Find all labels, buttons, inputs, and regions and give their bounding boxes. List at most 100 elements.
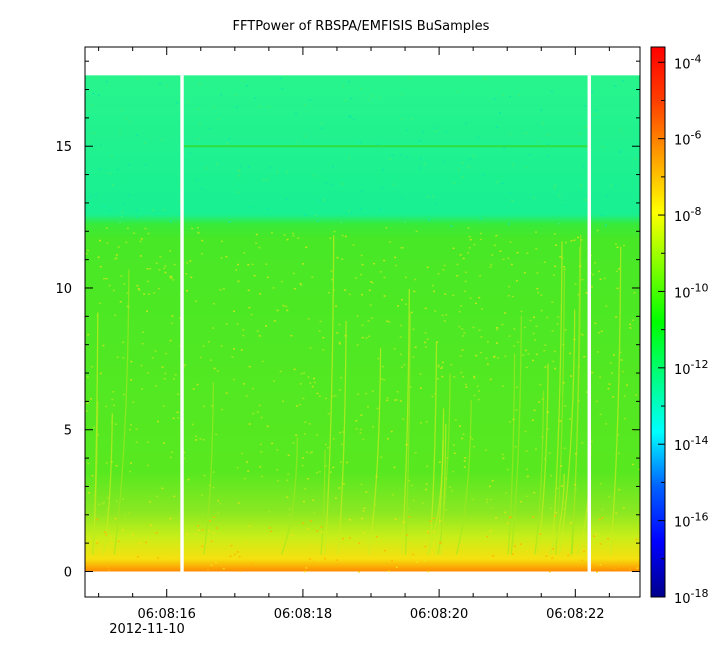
noise-dot bbox=[335, 305, 337, 307]
noise-dot bbox=[273, 380, 276, 382]
noise-dot bbox=[608, 383, 611, 385]
noise-dot bbox=[352, 118, 355, 121]
noise-dot bbox=[172, 378, 175, 380]
noise-dot bbox=[248, 525, 251, 528]
noise-dot bbox=[341, 258, 344, 260]
noise-dot bbox=[457, 169, 460, 171]
noise-dot bbox=[140, 255, 142, 257]
noise-dot bbox=[541, 436, 544, 438]
x-tick-label: 06:08:16 bbox=[138, 607, 196, 622]
noise-dot bbox=[159, 255, 162, 258]
noise-dot bbox=[562, 343, 565, 346]
whistler-streak bbox=[92, 312, 99, 555]
noise-dot bbox=[424, 332, 427, 334]
noise-dot bbox=[213, 302, 215, 305]
noise-dot bbox=[550, 474, 552, 477]
noise-dot bbox=[293, 288, 296, 290]
noise-dot bbox=[617, 434, 620, 436]
noise-dot bbox=[480, 232, 482, 235]
noise-dot bbox=[196, 383, 199, 386]
noise-dot bbox=[384, 549, 386, 552]
noise-dot bbox=[637, 544, 640, 546]
noise-dot bbox=[441, 375, 444, 378]
noise-dot bbox=[369, 304, 372, 306]
noise-dot bbox=[297, 141, 299, 143]
whistler-streak bbox=[551, 241, 563, 555]
noise-dot bbox=[302, 457, 305, 459]
noise-dot bbox=[442, 269, 445, 271]
noise-dot bbox=[267, 208, 270, 210]
noise-dot bbox=[276, 480, 279, 482]
colorbar-axis: 10-18 10-16 10-14 10-12 10-10 10-8 10-6 10-4 bbox=[658, 52, 709, 607]
noise-dot bbox=[122, 357, 125, 359]
noise-dot bbox=[424, 559, 427, 562]
noise-dot bbox=[238, 175, 241, 177]
noise-dot bbox=[358, 542, 361, 545]
noise-dot bbox=[443, 502, 446, 504]
noise-dot bbox=[399, 353, 402, 356]
noise-dot bbox=[342, 483, 345, 485]
whistler-streak bbox=[401, 288, 410, 555]
noise-dot bbox=[536, 272, 539, 274]
noise-dot bbox=[202, 439, 205, 441]
noise-dot bbox=[374, 503, 376, 506]
noise-dot bbox=[125, 241, 128, 244]
noise-dot bbox=[629, 568, 631, 570]
noise-dot bbox=[111, 398, 114, 401]
noise-dot bbox=[242, 334, 245, 337]
noise-dot bbox=[404, 221, 407, 223]
noise-dot bbox=[258, 404, 261, 407]
noise-dot bbox=[213, 367, 216, 370]
y-tick-label: 0 bbox=[64, 565, 72, 580]
noise-dot bbox=[390, 430, 393, 433]
noise-dot bbox=[617, 566, 620, 569]
noise-dot bbox=[409, 386, 412, 388]
noise-dot bbox=[299, 282, 302, 285]
noise-dot bbox=[437, 364, 440, 366]
noise-dot bbox=[295, 434, 298, 436]
noise-dot bbox=[194, 300, 197, 302]
noise-dot bbox=[469, 297, 472, 299]
noise-dot bbox=[391, 559, 394, 562]
noise-dot bbox=[526, 468, 529, 471]
noise-dot bbox=[313, 377, 315, 380]
noise-dot bbox=[247, 470, 250, 472]
noise-dot bbox=[161, 139, 164, 141]
noise-dot bbox=[261, 475, 264, 478]
noise-dot bbox=[424, 307, 427, 310]
noise-dot bbox=[197, 529, 200, 531]
noise-dot bbox=[123, 283, 126, 285]
noise-dot bbox=[186, 290, 188, 292]
noise-dot bbox=[233, 348, 235, 350]
noise-dot bbox=[248, 423, 251, 425]
noise-dot bbox=[252, 387, 255, 390]
noise-dot bbox=[239, 570, 242, 572]
noise-dot bbox=[565, 241, 567, 244]
noise-dot bbox=[135, 428, 138, 430]
noise-dot bbox=[154, 385, 157, 387]
whistler-streak bbox=[507, 353, 516, 555]
noise-dot bbox=[245, 461, 248, 464]
noise-dot bbox=[468, 235, 471, 238]
noise-dot bbox=[520, 310, 523, 313]
noise-dot bbox=[132, 401, 135, 403]
noise-dot bbox=[489, 378, 492, 381]
x-tick-label: 06:08:20 bbox=[410, 607, 468, 622]
noise-dot bbox=[387, 570, 390, 572]
noise-dot bbox=[477, 398, 480, 401]
noise-dot bbox=[279, 370, 282, 373]
noise-dot bbox=[148, 293, 151, 295]
noise-dot bbox=[552, 360, 555, 363]
noise-dot bbox=[270, 530, 273, 533]
noise-dot bbox=[199, 124, 201, 126]
noise-dot bbox=[515, 279, 518, 282]
noise-dot bbox=[108, 569, 110, 571]
noise-dot bbox=[420, 422, 422, 424]
noise-dot bbox=[317, 559, 320, 561]
noise-dot bbox=[276, 171, 279, 174]
noise-dot bbox=[425, 488, 427, 491]
whistler-streak bbox=[440, 423, 447, 555]
noise-dot bbox=[452, 247, 455, 249]
noise-dot bbox=[501, 182, 504, 184]
noise-dot bbox=[256, 330, 259, 332]
